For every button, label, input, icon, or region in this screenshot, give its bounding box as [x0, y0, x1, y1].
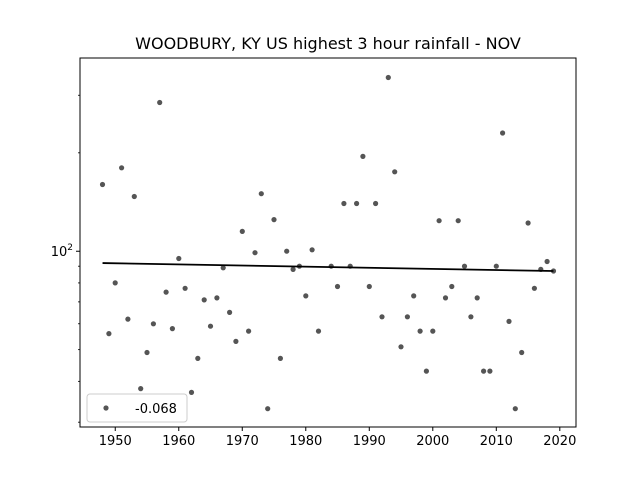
data-point — [277, 355, 283, 361]
data-point — [290, 266, 296, 272]
data-point — [182, 285, 188, 291]
data-point — [284, 248, 290, 254]
plot-frame — [79, 57, 577, 428]
legend-box — [86, 393, 188, 423]
data-point — [233, 338, 239, 344]
data-point — [417, 328, 423, 334]
x-tick-label: 2010 — [480, 434, 513, 449]
data-point — [163, 289, 169, 295]
data-point — [144, 349, 150, 356]
data-point — [430, 328, 436, 334]
data-points — [99, 74, 557, 412]
y-axis-minor-ticks — [78, 94, 80, 423]
x-tick-label: 2020 — [543, 434, 576, 449]
y-tick-label: 102 — [51, 243, 73, 260]
data-point — [169, 326, 175, 332]
trend-line — [102, 262, 554, 272]
data-point — [246, 328, 252, 334]
plot-area — [80, 58, 576, 427]
data-point — [220, 265, 226, 271]
data-point — [392, 169, 398, 175]
data-point — [461, 263, 468, 269]
data-point — [493, 263, 499, 269]
data-point — [157, 99, 163, 106]
x-tick-label: 1970 — [226, 434, 259, 449]
data-point — [227, 309, 233, 315]
data-point — [239, 228, 245, 234]
data-point — [354, 200, 360, 207]
data-point — [125, 316, 131, 322]
data-point — [550, 268, 557, 274]
data-point — [519, 349, 525, 356]
data-point — [474, 295, 480, 301]
data-point — [195, 355, 201, 361]
chart-title: WOODBURY, KY US highest 3 hour rainfall … — [135, 34, 521, 53]
data-point — [119, 165, 125, 171]
data-point — [468, 314, 474, 320]
data-point — [442, 295, 449, 301]
data-point — [423, 368, 429, 374]
data-point — [131, 193, 137, 200]
data-point — [99, 181, 106, 188]
data-point — [512, 406, 518, 412]
data-point — [544, 258, 550, 265]
data-point — [207, 323, 214, 329]
data-point — [334, 283, 341, 290]
data-point — [214, 295, 220, 301]
x-tick-label: 1960 — [162, 434, 195, 449]
x-tick-label: 1980 — [289, 434, 322, 449]
data-point — [309, 247, 315, 253]
data-point — [341, 200, 347, 207]
data-point — [398, 344, 404, 350]
data-point — [252, 250, 258, 256]
data-point — [315, 328, 322, 334]
data-point — [436, 218, 442, 224]
data-point — [150, 321, 156, 327]
data-point — [360, 153, 366, 159]
data-point — [404, 314, 410, 320]
legend-label: -0.068 — [135, 402, 177, 417]
data-point — [525, 220, 531, 226]
x-axis: 1950 1960 1970 1980 1990 2000 2010 2020 — [99, 427, 576, 449]
x-tick-label: 2000 — [416, 434, 449, 449]
data-point — [112, 280, 118, 286]
data-point — [531, 285, 538, 291]
data-point — [176, 255, 182, 262]
y-axis: 102 — [51, 243, 80, 260]
data-point — [411, 293, 417, 299]
data-point — [366, 283, 372, 290]
data-point — [379, 314, 385, 320]
data-point — [481, 368, 487, 374]
data-point — [500, 130, 506, 136]
data-point — [385, 74, 391, 81]
data-point — [303, 293, 309, 299]
x-tick-label: 1990 — [353, 434, 386, 449]
data-point — [455, 218, 461, 224]
data-point — [271, 217, 277, 223]
data-point — [373, 200, 379, 207]
data-point — [265, 406, 271, 412]
data-point — [201, 297, 207, 303]
data-point — [106, 331, 112, 337]
data-point — [506, 318, 512, 324]
x-tick-label: 1950 — [99, 434, 132, 449]
legend: -0.068 — [86, 393, 188, 423]
data-point — [138, 386, 144, 392]
data-point — [487, 368, 493, 374]
legend-marker — [103, 405, 109, 411]
data-point — [188, 389, 195, 395]
data-point — [258, 191, 264, 197]
data-point — [449, 283, 455, 290]
